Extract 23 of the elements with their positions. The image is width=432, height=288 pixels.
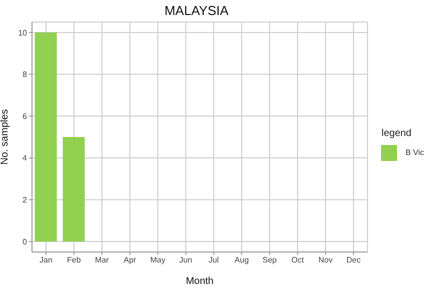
x-axis-title: Month — [186, 276, 214, 287]
y-tick-label: 0 — [22, 237, 28, 246]
legend-title: legend — [381, 128, 412, 138]
x-tick-label: Aug — [234, 256, 249, 265]
x-tick-label: Nov — [318, 256, 333, 265]
x-tick-label: Jan — [40, 256, 52, 265]
y-tick-label: 6 — [22, 112, 28, 121]
y-tick-label: 10 — [18, 28, 28, 38]
x-tick-label: Oct — [291, 256, 305, 265]
y-tick-label: 8 — [22, 70, 28, 80]
x-tick-label: Sep — [262, 256, 278, 265]
x-tick-label: Jul — [208, 256, 220, 265]
x-tick-label: Mar — [95, 256, 110, 265]
y-axis-title: No. samples — [0, 109, 11, 165]
x-tick-label: Feb — [67, 256, 82, 265]
x-tick-label: Apr — [124, 256, 136, 265]
x-tick-label: May — [150, 256, 166, 265]
x-tick-label: Dec — [346, 256, 361, 265]
legend-label: B Vic — [404, 147, 424, 159]
y-tick-label: 4 — [22, 154, 28, 163]
chart-title: MALAYSIA — [163, 3, 230, 18]
x-tick-label: Jun — [179, 256, 192, 265]
y-tick-label: 2 — [22, 196, 28, 205]
